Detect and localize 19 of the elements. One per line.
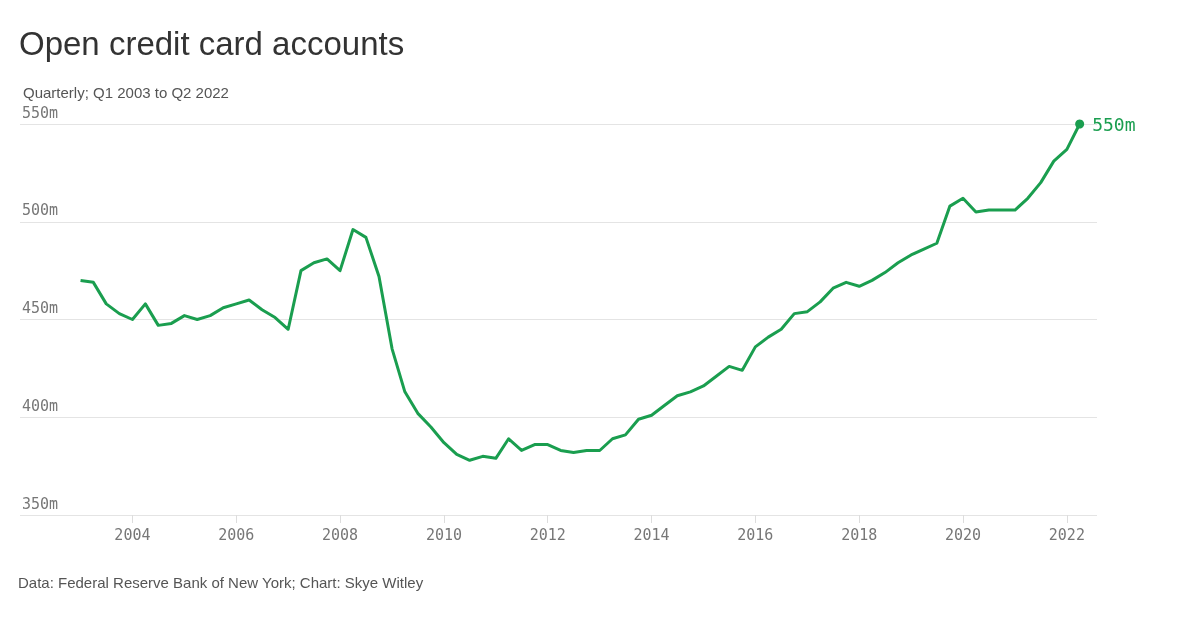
chart-title: Open credit card accounts <box>19 25 405 62</box>
text: Data: Federal Reserve Bank of New York; Chart: Skye Witley <box>18 574 424 591</box>
y-tick-label: 500m <box>22 201 59 220</box>
y-tick-label: 550m <box>22 103 59 122</box>
x-tick-label: 2022 <box>1048 525 1085 544</box>
x-tick-label: 2004 <box>114 525 151 544</box>
x-tick-label: 2010 <box>425 525 463 544</box>
y-tick-label: 450m <box>22 299 59 317</box>
y-tick-label: 400m <box>22 396 59 415</box>
x-tick-label: 2020 <box>944 525 982 544</box>
data-label: 550m <box>1092 113 1136 135</box>
x-tick-label: 2008 <box>322 525 359 544</box>
chart-subtitle: Quarterly; Q1 2003 to Q2 2022 <box>23 84 229 101</box>
x-tick-label: 2006 <box>218 525 255 544</box>
x-tick-label: 2014 <box>633 525 670 544</box>
x-tick-label: 2016 <box>737 525 774 544</box>
x-tick-label: 2012 <box>529 525 566 544</box>
y-tick-label: 350m <box>22 494 59 513</box>
x-tick-label: 2018 <box>841 525 878 544</box>
